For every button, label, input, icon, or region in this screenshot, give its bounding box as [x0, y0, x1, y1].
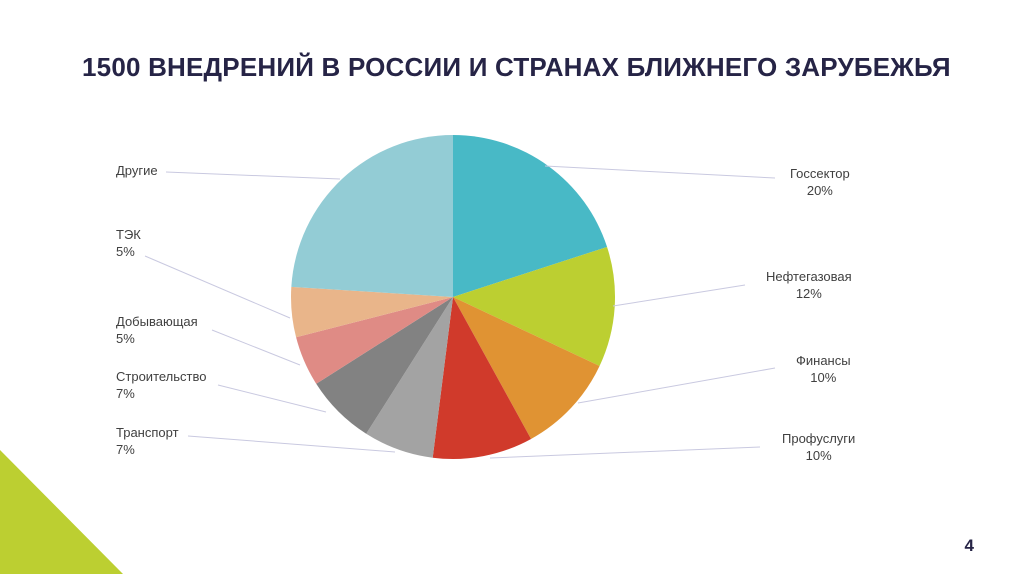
data-label-stroit: Строительство 7%	[116, 369, 207, 401]
data-label-dobyv: Добывающая 5%	[116, 314, 198, 346]
data-label-finance: Финансы 10%	[796, 353, 851, 385]
pie-slice-0	[453, 135, 608, 297]
leader-line-neftegaz	[612, 284, 746, 307]
slide-title: 1500 ВНЕДРЕНИЙ В РОССИИ И СТРАНАХ БЛИЖНЕ…	[82, 52, 951, 82]
leader-line-gossektor	[544, 165, 776, 179]
pie-slice-3	[432, 297, 532, 459]
leader-line-profuslugi	[489, 446, 761, 459]
data-label-gossektor: Госсектор 20%	[790, 166, 850, 198]
data-label-drugie: Другие	[116, 163, 158, 178]
accent-triangle	[0, 450, 123, 574]
leader-line-drugie	[165, 171, 341, 180]
pie-slice-4	[366, 297, 453, 458]
leader-line-finance	[577, 367, 776, 404]
pie-slice-2	[453, 297, 600, 439]
pie-slice-5	[316, 297, 453, 434]
leader-line-transport	[187, 435, 396, 453]
pie-slice-6	[296, 297, 453, 384]
pie-slice-1	[453, 246, 615, 366]
data-label-profuslugi: Профуслуги 10%	[782, 431, 856, 463]
page-number: 4	[964, 536, 974, 555]
data-label-transport: Транспорт 7%	[116, 425, 179, 457]
pie-slice-8	[291, 135, 453, 297]
leader-line-dobyv	[211, 329, 301, 366]
data-label-neftegaz: Нефтегазовая 12%	[766, 269, 852, 301]
data-label-tek: ТЭК 5%	[116, 227, 141, 259]
leader-line-stroit	[217, 384, 327, 413]
leader-lines	[144, 165, 776, 459]
leader-line-tek	[144, 255, 291, 319]
pie-slice-7	[291, 286, 453, 338]
